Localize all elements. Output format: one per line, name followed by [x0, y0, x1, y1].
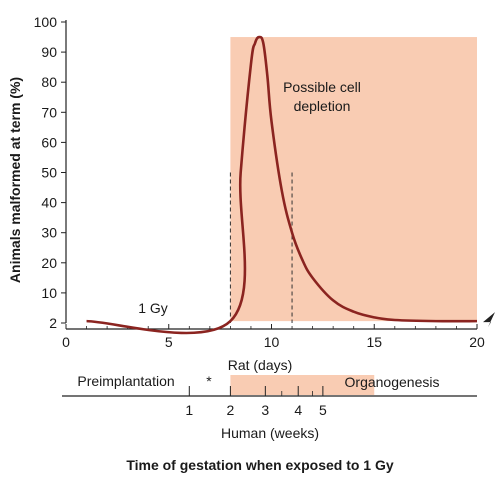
y-tick-label: 80: [41, 74, 57, 90]
series-layer: [86, 35, 495, 335]
preimplantation-label: Preimplantation: [77, 373, 174, 389]
chart-caption: Time of gestation when exposed to 1 Gy: [126, 457, 394, 473]
human-tick-label: 3: [261, 402, 269, 418]
arrow-marker: [483, 312, 495, 328]
human-tick-label: 4: [294, 402, 302, 418]
series-line-0: [86, 35, 478, 335]
organogenesis-band: [230, 375, 375, 395]
x-tick-label: 20: [469, 334, 485, 350]
y-tick-label: 100: [34, 14, 58, 30]
x-axis-title: Rat (days): [228, 357, 293, 373]
shade-label-line1: Possible cell: [283, 79, 361, 95]
y-tick-label: 90: [41, 44, 57, 60]
dose-label: 1 Gy: [138, 300, 168, 316]
x-tick-label: 15: [366, 334, 382, 350]
y-axis-title: Animals malformed at term (%): [7, 77, 23, 283]
human-tick-label: 2: [227, 402, 235, 418]
shaded-region: [230, 37, 477, 322]
human-axis-title: Human (weeks): [221, 425, 319, 441]
organogenesis-label: Organogenesis: [345, 374, 440, 390]
human-tick-label: 1: [185, 402, 193, 418]
human-tick-label: 5: [319, 402, 327, 418]
x-tick-label: 0: [62, 334, 70, 350]
x-tick-label: 5: [165, 334, 173, 350]
y-tick-label: 10: [41, 285, 57, 301]
y-tick-label: 30: [41, 225, 57, 241]
axes: 2 10 20 30 40 50 60 70 80 90 100 0 5 10 15 20: [34, 14, 485, 350]
y-tick-label: 70: [41, 104, 57, 120]
y-tick-label: 40: [41, 195, 57, 211]
y-tick-label: 2: [49, 315, 57, 331]
y-tick-label: 60: [41, 134, 57, 150]
shade-label-line2: depletion: [294, 98, 351, 114]
timeline: 1 2 3 4 5: [62, 375, 477, 418]
shade-layer: [230, 37, 477, 322]
asterisk-mark: *: [206, 373, 212, 389]
x-tick-label: 10: [264, 334, 280, 350]
y-tick-label: 20: [41, 255, 57, 271]
y-tick-label: 50: [41, 165, 57, 181]
